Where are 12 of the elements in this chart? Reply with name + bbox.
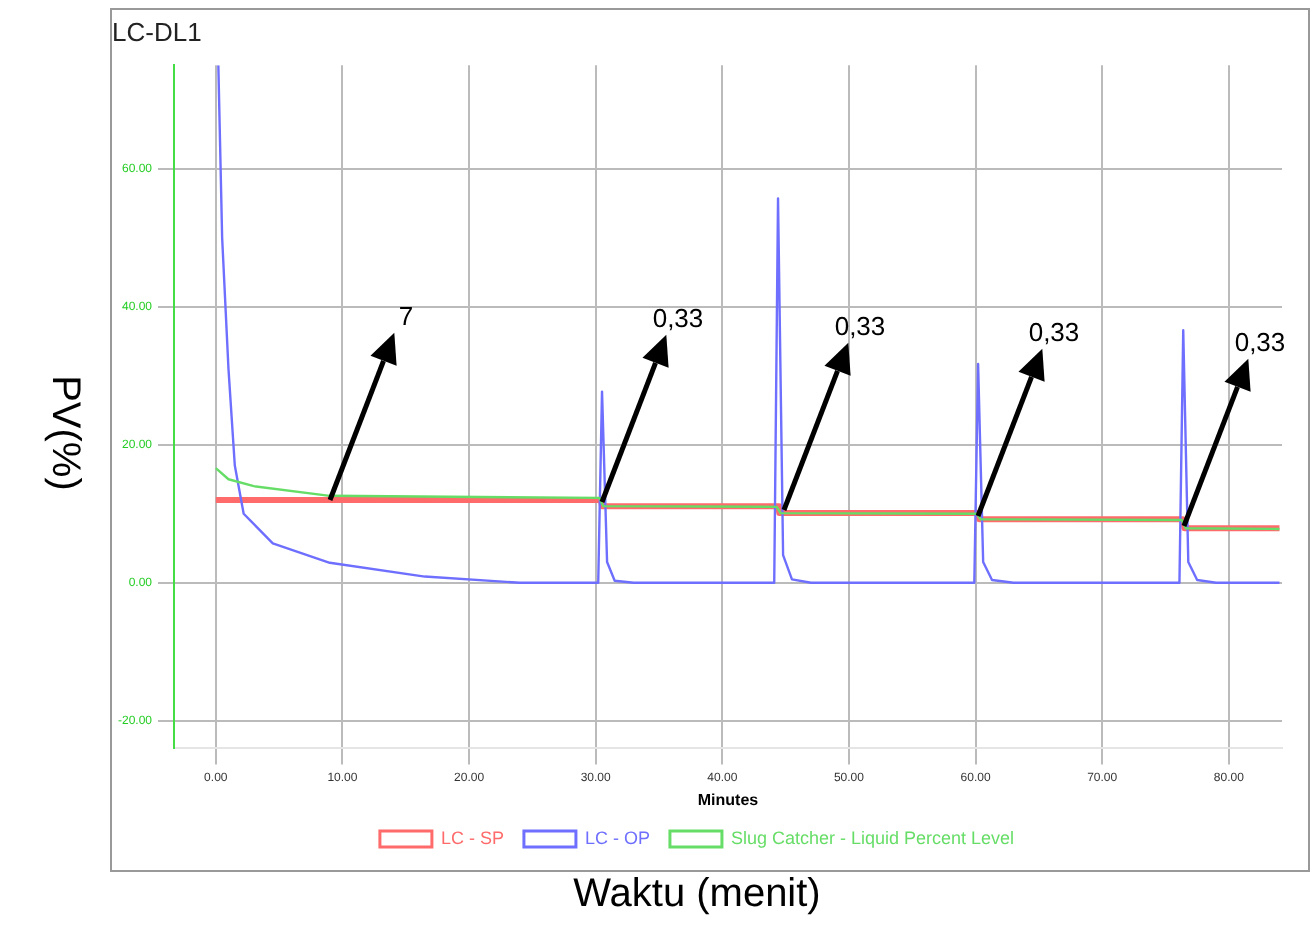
annotation: 0,33 <box>833 310 885 341</box>
y-axis-title: PV(%) <box>41 373 87 495</box>
annotation: 7 <box>398 300 413 331</box>
legend-label: LC - SP <box>440 827 504 848</box>
annotation: 0,33 <box>1233 326 1285 357</box>
legend-label: Slug Catcher - Liquid Percent Level <box>730 827 1015 848</box>
annotation: 0,33 <box>1028 317 1080 348</box>
annotation: 0,33 <box>652 303 704 334</box>
legend-label: LC - OP <box>584 827 650 848</box>
chart-title: LC-DL1 <box>112 16 202 47</box>
text: Waktu (menit) <box>571 872 823 918</box>
x-axis-title: Minutes <box>697 790 760 809</box>
